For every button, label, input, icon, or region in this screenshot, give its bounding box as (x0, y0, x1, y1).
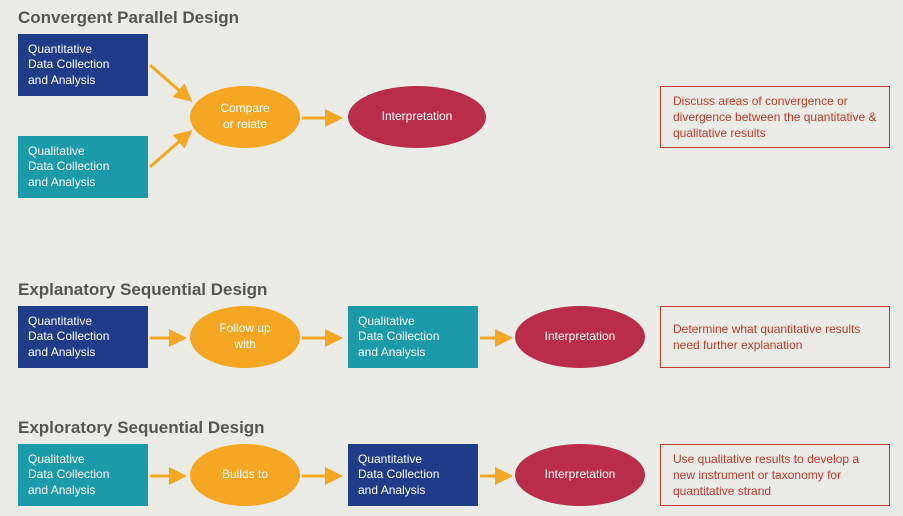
interp-ellipse-exploratory: Interpretation (515, 444, 645, 506)
title-convergent: Convergent Parallel Design (18, 8, 239, 28)
compare-ellipse: Compare or relate (190, 86, 300, 148)
note-exploratory-text: Use qualitative results to develop a new… (673, 451, 877, 500)
qual-box-explanatory-label: Qualitative Data Collection and Analysis (358, 314, 439, 361)
note-explanatory-text: Determine what quantitative results need… (673, 321, 877, 353)
arrow-r3-3 (478, 466, 518, 486)
builds-ellipse-label: Builds to (222, 467, 268, 483)
compare-ellipse-label: Compare or relate (220, 101, 269, 132)
quant-box-explanatory: Quantitative Data Collection and Analysi… (18, 306, 148, 368)
interp-ellipse-exploratory-label: Interpretation (545, 467, 616, 483)
qual-box-exploratory: Qualitative Data Collection and Analysis (18, 444, 148, 506)
qual-box-convergent: Qualitative Data Collection and Analysis (18, 136, 148, 198)
note-exploratory: Use qualitative results to develop a new… (660, 444, 890, 506)
qual-box-explanatory: Qualitative Data Collection and Analysis (348, 306, 478, 368)
quant-box-exploratory-label: Quantitative Data Collection and Analysi… (358, 452, 439, 499)
interp-ellipse-convergent-label: Interpretation (382, 109, 453, 125)
title-explanatory: Explanatory Sequential Design (18, 280, 267, 300)
arrow-compare-to-interp (300, 108, 348, 128)
follow-ellipse: Follow up with (190, 306, 300, 368)
quant-box-convergent: Quantitative Data Collection and Analysi… (18, 34, 148, 96)
arrow-r2-1 (148, 328, 192, 348)
arrow-qual-to-compare (148, 122, 198, 172)
arrow-r3-2 (300, 466, 348, 486)
arrow-r3-1 (148, 466, 192, 486)
arrow-r2-2 (300, 328, 348, 348)
note-explanatory: Determine what quantitative results need… (660, 306, 890, 368)
interp-ellipse-explanatory-label: Interpretation (545, 329, 616, 345)
arrow-quant-to-compare (148, 60, 198, 110)
qual-box-convergent-label: Qualitative Data Collection and Analysis (28, 144, 109, 191)
quant-box-convergent-label: Quantitative Data Collection and Analysi… (28, 42, 109, 89)
quant-box-explanatory-label: Quantitative Data Collection and Analysi… (28, 314, 109, 361)
interp-ellipse-explanatory: Interpretation (515, 306, 645, 368)
follow-ellipse-label: Follow up with (219, 321, 270, 352)
interp-ellipse-convergent: Interpretation (348, 86, 486, 148)
note-convergent-text: Discuss areas of convergence or divergen… (673, 93, 877, 142)
builds-ellipse: Builds to (190, 444, 300, 506)
qual-box-exploratory-label: Qualitative Data Collection and Analysis (28, 452, 109, 499)
arrow-r2-3 (478, 328, 518, 348)
title-exploratory: Exploratory Sequential Design (18, 418, 265, 438)
quant-box-exploratory: Quantitative Data Collection and Analysi… (348, 444, 478, 506)
note-convergent: Discuss areas of convergence or divergen… (660, 86, 890, 148)
